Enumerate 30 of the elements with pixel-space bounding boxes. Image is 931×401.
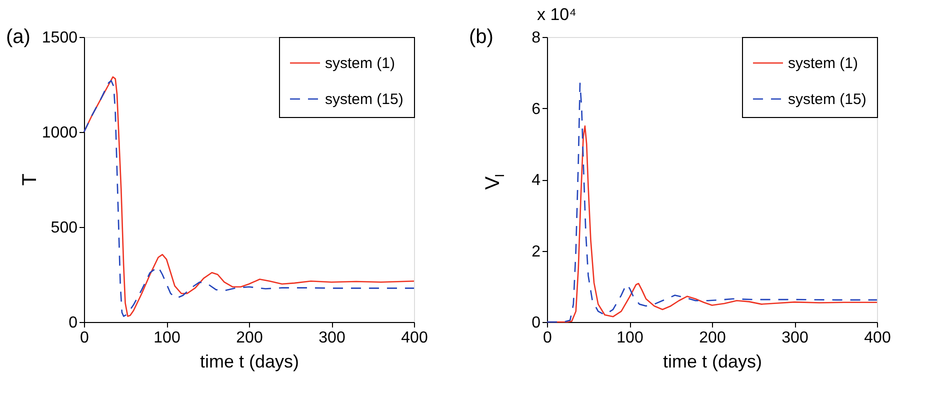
x-tick-label: 300 [318, 330, 346, 346]
y-tick-label: 0 [68, 314, 78, 332]
x-tick-label: 200 [699, 330, 726, 346]
text: (a) [6, 26, 30, 48]
x-tick-label: 300 [782, 330, 808, 346]
y-tick-label: 1000 [42, 124, 78, 142]
y-axis-title: T [19, 173, 41, 186]
legend-label: system (1) [325, 55, 396, 72]
legend-label: system (1) [788, 55, 858, 72]
x-tick-label: 0 [543, 330, 552, 346]
y-tick-label: 6 [532, 100, 541, 118]
x-tick-label: 100 [616, 330, 644, 346]
legend-label: system (15) [788, 91, 866, 108]
x-tick-label: 400 [864, 330, 891, 346]
x-axis-title: time t (days) [200, 352, 300, 372]
legend-label: system (15) [325, 91, 404, 108]
y-tick-label: 8 [532, 30, 541, 46]
y-tick-label: 500 [50, 220, 78, 236]
y-tick-label: 0 [532, 314, 541, 332]
y-tick-label: 4 [532, 172, 541, 189]
text: (b) [469, 26, 494, 48]
x-tick-label: 100 [154, 330, 180, 346]
y-tick-label: 2 [532, 243, 541, 260]
y-axis-title: VI [482, 174, 507, 190]
y-tick-label: 1500 [42, 30, 78, 46]
x-tick-label: 200 [236, 330, 263, 346]
x-tick-label: 0 [80, 330, 90, 346]
x-axis-title: time t (days) [662, 352, 762, 372]
x-tick-label: 400 [401, 330, 428, 346]
text: x 10⁴ [537, 5, 576, 24]
